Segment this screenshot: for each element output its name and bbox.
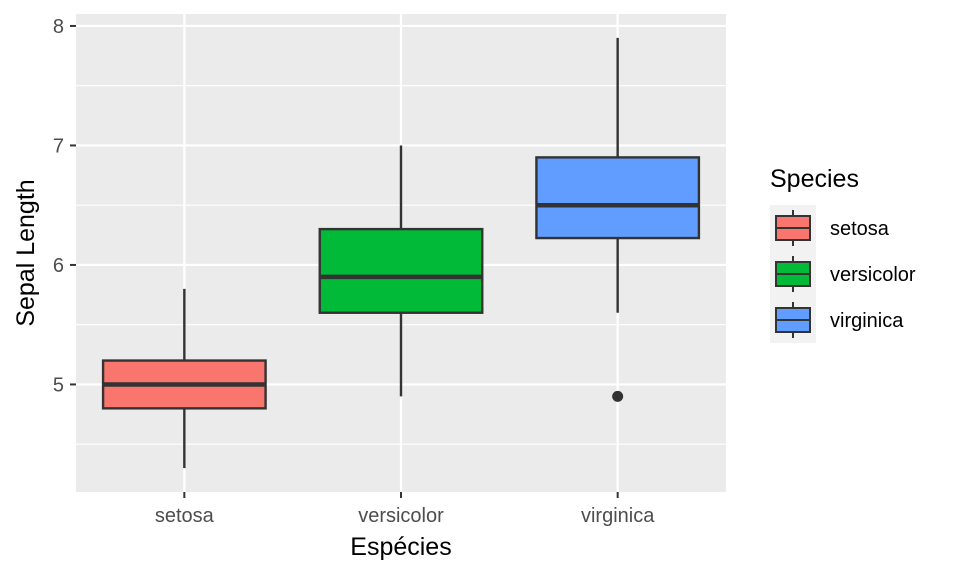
legend-label: versicolor [830, 264, 916, 286]
box-iqr [535, 156, 701, 240]
y-tick-label: 5 [53, 374, 64, 396]
x-tick-label: versicolor [358, 505, 444, 527]
box-virginica [535, 37, 701, 402]
box-versicolor [318, 145, 484, 397]
outlier-point [612, 390, 624, 402]
legend: Species setosa versicolor virginica [770, 165, 916, 343]
y-tick-label: 8 [53, 16, 64, 38]
legend-key-versicolor [775, 256, 811, 292]
legend-label: virginica [830, 310, 904, 332]
y-tick-label: 6 [53, 255, 64, 277]
x-tick-label: setosa [155, 505, 215, 527]
y-axis-title: Sepal Length [12, 179, 40, 326]
legend-key-virginica [775, 302, 811, 338]
legend-title: Species [770, 165, 859, 193]
boxes [101, 37, 701, 469]
x-tick-label: virginica [581, 505, 655, 527]
legend-label: setosa [830, 218, 890, 240]
legend-key-setosa [775, 210, 811, 246]
x-axis-title: Espécies [350, 533, 451, 561]
box-iqr [318, 227, 484, 314]
y-axis-ticks: 5 6 7 8 [53, 16, 76, 396]
x-axis-ticks: setosa versicolor virginica [155, 492, 655, 527]
y-tick-label: 7 [53, 135, 64, 157]
box-setosa [101, 288, 267, 469]
